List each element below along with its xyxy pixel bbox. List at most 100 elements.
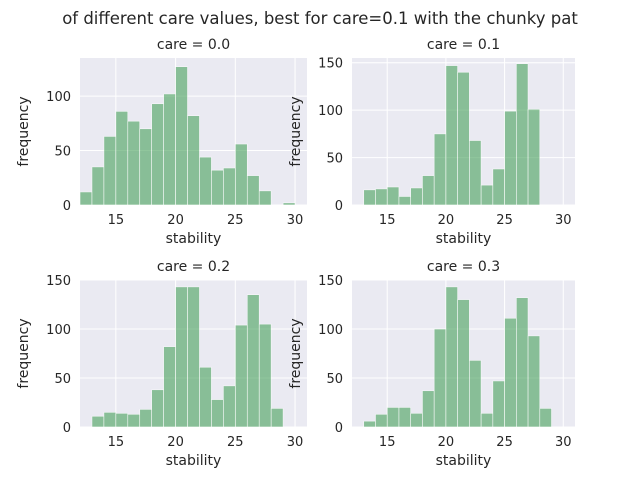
histogram-bar (422, 175, 435, 206)
histogram-bar (516, 63, 529, 206)
histogram-bar (363, 420, 376, 428)
y-tick-label: 100 (318, 323, 343, 338)
histogram-bar (469, 360, 482, 428)
histogram-bar (457, 299, 470, 428)
subplot-0: care = 0.0 15 20 25 30 0 50 100 stability frequen… (16, 37, 307, 247)
x-axis-label: stability (166, 231, 222, 247)
histogram-bar (516, 297, 529, 428)
x-tick-label: 15 (379, 213, 396, 228)
y-tick-label: 100 (46, 323, 71, 338)
subplot-title: care = 0.0 (157, 37, 230, 53)
histogram-bar (163, 346, 176, 428)
histogram-bar (398, 196, 411, 206)
histogram-bar (258, 190, 272, 206)
histogram-bar (211, 169, 224, 206)
y-tick-label: 0 (335, 421, 343, 436)
histogram-bar (79, 191, 93, 206)
histogram-bar (386, 407, 400, 428)
histogram-bar (103, 411, 117, 428)
y-tick-label: 100 (46, 90, 71, 105)
y-axis-label: frequency (288, 96, 304, 166)
histogram-bar (410, 187, 423, 206)
histogram-bar (151, 389, 164, 428)
histogram-bar (433, 328, 447, 428)
histogram-bar (539, 408, 552, 428)
x-tick-label: 25 (227, 213, 244, 228)
histogram-bar (115, 111, 129, 206)
histogram-bar (103, 136, 117, 206)
x-tick-label: 20 (167, 213, 184, 228)
histogram-bar (199, 366, 212, 428)
y-tick-label: 50 (54, 372, 71, 387)
histogram-bar (115, 412, 129, 428)
histogram-bar (386, 186, 400, 206)
histogram-bar (282, 202, 296, 206)
histogram-bar (445, 65, 458, 206)
histogram-bar (246, 175, 260, 206)
histogram-bar (187, 286, 200, 428)
x-tick-label: 25 (496, 435, 513, 450)
histogram-bar (127, 413, 141, 428)
histogram-bar (139, 409, 152, 428)
histogram-bar (199, 156, 212, 206)
y-tick-label: 50 (326, 372, 343, 387)
y-axis-label: frequency (288, 318, 304, 388)
histogram-bar (235, 324, 248, 428)
subplot-1: care = 0.1 15 20 25 30 0 50 100 150 stability freq… (288, 37, 575, 247)
histogram-bar (175, 286, 188, 428)
x-axis-label: stability (166, 453, 222, 469)
y-axis-label: frequency (16, 318, 32, 388)
x-tick-label: 20 (438, 213, 455, 228)
histogram-bar (246, 294, 260, 428)
histogram-bar (211, 399, 224, 428)
histogram-bar (91, 166, 105, 206)
x-axis-label: stability (436, 231, 492, 247)
histogram-bar (480, 184, 494, 206)
y-tick-label: 100 (318, 104, 343, 119)
y-tick-label: 0 (63, 421, 71, 436)
y-tick-label: 50 (54, 145, 71, 160)
x-tick-label: 30 (287, 213, 304, 228)
histogram-bar (445, 286, 458, 428)
histogram-bar (492, 168, 505, 206)
y-axis-label: frequency (16, 96, 32, 166)
y-tick-label: 0 (335, 199, 343, 214)
histogram-bar (163, 93, 176, 206)
x-tick-label: 30 (555, 213, 572, 228)
histogram-bar (375, 188, 388, 206)
subplot-3: care = 0.3 15 20 25 30 0 50 100 150 stability freq… (288, 259, 575, 469)
y-tick-label: 0 (63, 199, 71, 214)
histogram-bar (235, 143, 248, 206)
y-tick-label: 50 (326, 152, 343, 167)
histogram-bar (433, 133, 447, 206)
subplot-title: care = 0.1 (427, 37, 500, 53)
y-tick-label: 150 (318, 274, 343, 289)
histogram-bar (187, 115, 200, 206)
subplot-title: care = 0.2 (157, 259, 230, 275)
subplot-title: care = 0.3 (427, 259, 500, 275)
histogram-bar (527, 335, 541, 428)
histogram-bar (91, 415, 105, 428)
histogram-bar (363, 189, 376, 206)
histogram-bar (175, 66, 188, 206)
histogram-bar (504, 110, 517, 206)
histogram-bar (504, 317, 517, 428)
histogram-bar (151, 103, 164, 206)
histogram-bar (527, 108, 541, 206)
y-tick-label: 150 (318, 57, 343, 72)
subplot-2: care = 0.2 15 20 25 30 0 50 100 150 stability freq… (16, 259, 307, 469)
figure-suptitle: of different care values, best for care=… (62, 9, 578, 28)
histogram-bar (469, 140, 482, 206)
histogram-bar (422, 390, 435, 428)
x-tick-label: 15 (108, 435, 125, 450)
x-tick-label: 15 (379, 435, 396, 450)
histogram-bar (410, 412, 423, 428)
histogram-bar (270, 408, 284, 428)
histogram-bar (398, 407, 411, 428)
histogram-bar (127, 120, 141, 206)
x-tick-label: 20 (438, 435, 455, 450)
histogram-bar (258, 323, 272, 428)
histogram-bar (139, 128, 152, 206)
